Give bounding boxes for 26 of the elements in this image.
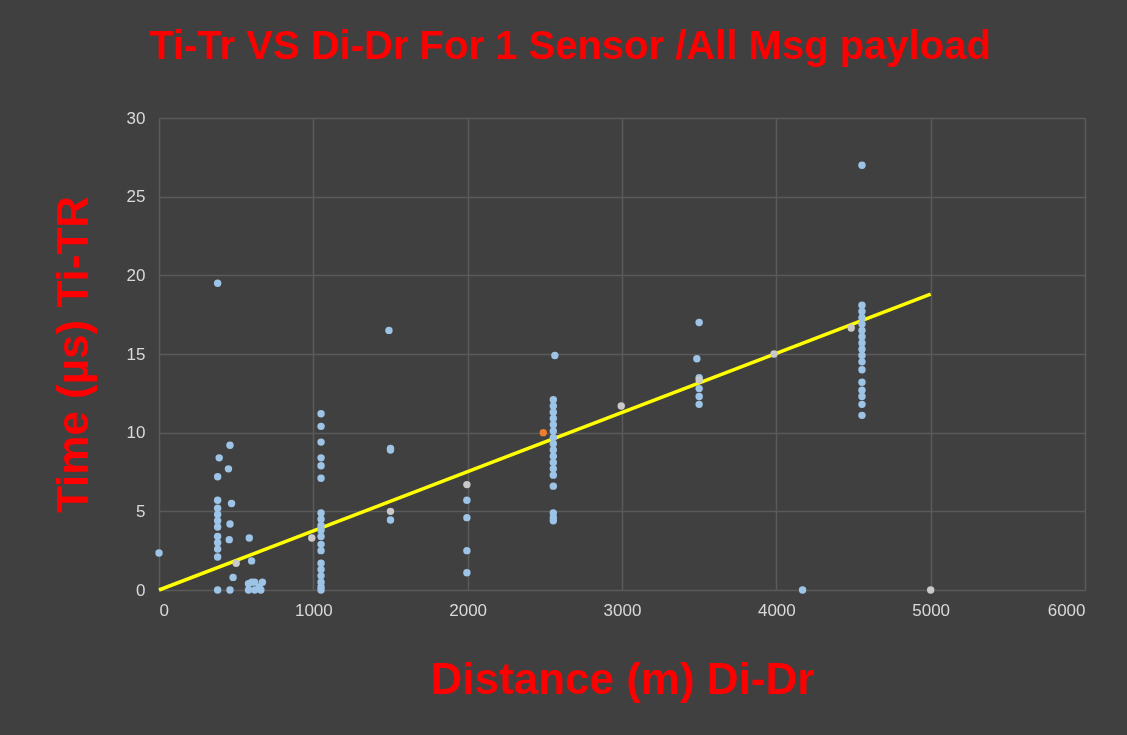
- y-axis-title: Time (µs) Ti-TR: [47, 195, 97, 514]
- y-tick-label: 20: [126, 265, 146, 285]
- x-tick-label: 6000: [1047, 600, 1086, 620]
- y-tick-label: 10: [126, 423, 146, 443]
- y-tick-label: 15: [126, 344, 146, 364]
- point: [232, 559, 240, 567]
- y-tick-label: 0: [136, 580, 146, 600]
- x-tick-label: 5000: [912, 600, 951, 620]
- point: [308, 534, 316, 542]
- point: [847, 324, 855, 332]
- x-tick-label: 1000: [294, 600, 333, 620]
- y-tick-label: 5: [136, 501, 146, 521]
- point: [386, 507, 395, 516]
- point: [770, 350, 778, 358]
- point: [617, 402, 625, 410]
- y-tick-label: 30: [126, 108, 146, 128]
- x-tick-label: 4000: [757, 600, 796, 620]
- point: [539, 428, 547, 437]
- x-axis-title: Distance (m) Di-Dr: [430, 653, 815, 703]
- point: [463, 480, 471, 489]
- y-tick-label: 25: [126, 187, 146, 207]
- chart-title: Ti-Tr VS Di-Dr For 1 Sensor /All Msg payload: [149, 23, 991, 67]
- x-tick-label: 3000: [603, 600, 642, 620]
- point: [926, 586, 935, 594]
- x-tick-label: 0: [159, 600, 169, 620]
- x-tick-label: 2000: [449, 600, 488, 620]
